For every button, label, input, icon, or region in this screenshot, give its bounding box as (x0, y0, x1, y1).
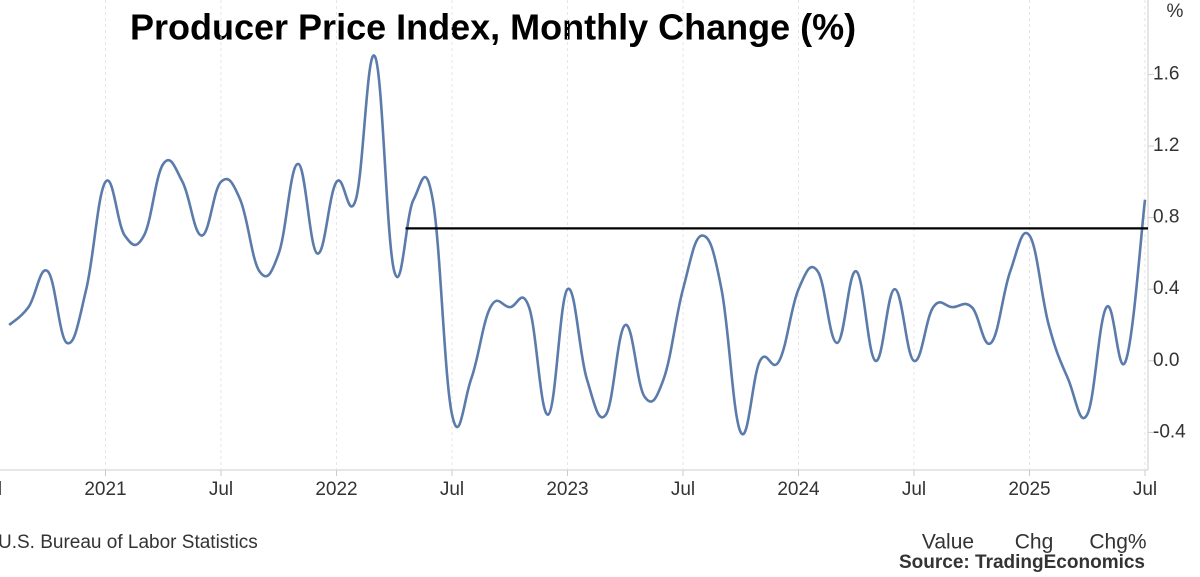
x-tick-label: 2023 (546, 479, 588, 500)
y-tick-label: 0.4 (1153, 278, 1180, 299)
x-tick-label: Jul (440, 479, 464, 500)
x-tick-label: Jul (0, 479, 2, 500)
x-tick-label: Jul (671, 479, 695, 500)
y-tick-label: -0.4 (1153, 421, 1186, 442)
y-tick-label: 1.2 (1153, 135, 1179, 156)
x-tick-label: 2022 (315, 479, 357, 500)
x-tick-label: Jul (209, 479, 233, 500)
source-credit: Source: TradingEconomics (899, 552, 1145, 573)
tab-chg[interactable]: Chg (1015, 531, 1054, 554)
y-tick-label: 1.6 (1153, 63, 1179, 84)
chart-title: Producer Price Index, Monthly Change (%) (130, 7, 856, 48)
series-line (8, 54, 1147, 436)
tab-chg-pct[interactable]: Chg% (1089, 531, 1146, 554)
y-tick-label: 0.8 (1153, 207, 1179, 228)
tab-value[interactable]: Value (922, 531, 974, 554)
y-tick-label: 0.0 (1153, 350, 1179, 371)
unit-label: % (1167, 1, 1184, 22)
x-tick-label: Jul (902, 479, 926, 500)
x-tick-label: 2021 (84, 479, 126, 500)
x-tick-label: 2024 (777, 479, 820, 500)
x-tick-label: 2025 (1008, 479, 1050, 500)
source-left: U.S. Bureau of Labor Statistics (0, 532, 258, 553)
x-tick-label: Jul (1133, 479, 1157, 500)
